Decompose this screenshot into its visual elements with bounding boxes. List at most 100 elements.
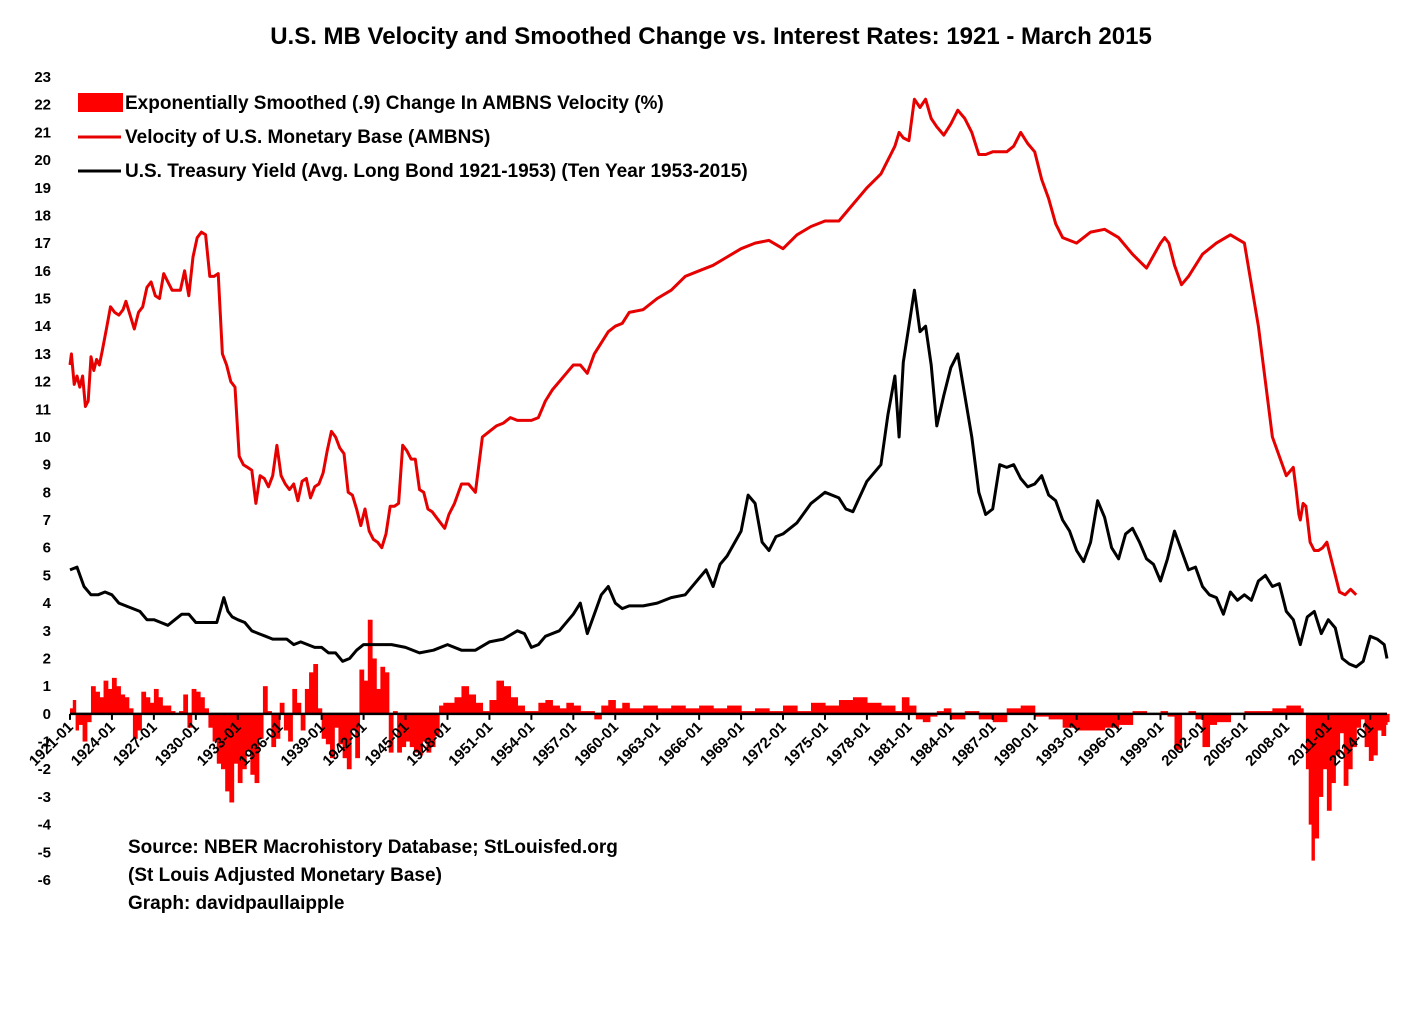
smoothed-change-bar [418, 713, 423, 756]
smoothed-change-bar [1326, 713, 1332, 811]
smoothed-change-area-series [70, 619, 1390, 861]
smoothed-change-bar [1356, 713, 1362, 728]
y-tick-label: -2 [38, 761, 51, 778]
smoothed-change-bar [929, 713, 938, 717]
smoothed-change-bar [915, 713, 924, 720]
smoothed-change-bar [517, 705, 525, 714]
smoothed-change-bar [1258, 711, 1273, 714]
y-tick-label: 7 [43, 512, 51, 529]
y-tick-label: 16 [34, 263, 51, 280]
smoothed-change-bar [1387, 713, 1390, 723]
smoothed-change-bar [1202, 713, 1211, 748]
smoothed-change-bar [279, 702, 285, 714]
smoothed-change-bar [1300, 708, 1304, 714]
legend-swatch-area [78, 93, 123, 112]
smoothed-change-bar [371, 658, 377, 714]
smoothed-change-bar [392, 711, 398, 714]
smoothed-change-bar [1364, 713, 1370, 748]
smoothed-change-bar [443, 702, 449, 714]
smoothed-change-bar [1118, 713, 1134, 725]
smoothed-change-bar [1286, 705, 1294, 714]
smoothed-change-bar [254, 713, 260, 784]
smoothed-change-bar [622, 702, 630, 714]
smoothed-change-bar [922, 713, 931, 723]
smoothed-change-bar [1322, 713, 1328, 770]
smoothed-change-bar [275, 713, 281, 739]
smoothed-change-bar [489, 700, 498, 714]
smoothed-change-bar [866, 702, 882, 714]
smoothed-change-bar [90, 686, 96, 714]
smoothed-change-bar [950, 713, 966, 720]
smoothed-change-bar [1216, 713, 1232, 723]
smoothed-change-bar [1293, 705, 1299, 714]
smoothed-change-bar [313, 664, 319, 714]
smoothed-change-bar [643, 705, 658, 714]
smoothed-change-bar [1062, 713, 1078, 728]
smoothed-change-bar [300, 713, 306, 731]
treasury-yield-line [69, 288, 1389, 669]
smoothed-change-bar [271, 713, 277, 748]
smoothed-change-bar [1090, 713, 1106, 731]
smoothed-change-bar [208, 713, 214, 728]
source-note: Source: NBER Macrohistory Database; StLo… [128, 837, 618, 914]
y-tick-label: 2 [43, 650, 51, 667]
smoothed-change-bar [229, 713, 235, 803]
smoothed-change-bar [783, 705, 798, 714]
smoothed-change-bar [1272, 708, 1287, 714]
y-tick-label: 22 [34, 97, 51, 114]
smoothed-change-bar [330, 713, 335, 759]
y-tick-label: 13 [34, 346, 51, 363]
smoothed-change-bar [225, 713, 230, 792]
smoothed-change-bar [1188, 711, 1197, 714]
smoothed-change-bar [384, 672, 390, 714]
smoothed-change-bar [397, 713, 402, 753]
smoothed-change-bar [212, 713, 218, 742]
smoothed-change-bar [1167, 713, 1176, 717]
smoothed-change-bar [880, 705, 896, 714]
smoothed-change-bar [1209, 713, 1218, 725]
y-tick-label: 20 [34, 152, 51, 169]
smoothed-change-bar [325, 713, 331, 745]
smoothed-change-bar [405, 713, 411, 742]
smoothed-change-bar [296, 702, 302, 714]
y-tick-label: 4 [43, 595, 52, 612]
smoothed-change-bar [671, 705, 686, 714]
smoothed-change-bar [334, 713, 340, 728]
smoothed-change-bar [237, 713, 243, 784]
y-tick-label: 9 [43, 457, 51, 474]
smoothed-change-bar [475, 702, 484, 714]
smoothed-change-bar [566, 702, 574, 714]
smoothed-change-bar [153, 688, 159, 714]
y-tick-label: 6 [43, 540, 51, 557]
smoothed-change-bar [1352, 713, 1357, 748]
smoothed-change-bar [75, 713, 79, 731]
source-line-1: Source: NBER Macrohistory Database; StLo… [128, 837, 618, 858]
smoothed-change-bar [162, 705, 168, 714]
smoothed-change-bar [1132, 711, 1148, 714]
y-tick-label: 5 [43, 567, 51, 584]
smoothed-change-bar [141, 691, 147, 714]
smoothed-change-bar [346, 713, 352, 770]
smoothed-change-bar [1335, 713, 1341, 756]
smoothed-change-bar [145, 697, 151, 714]
smoothed-change-bar [70, 708, 74, 714]
smoothed-change-bar [292, 688, 298, 714]
smoothed-change-bar [132, 713, 138, 739]
smoothed-change-bar [657, 708, 672, 714]
smoothed-change-bar [137, 713, 142, 731]
y-tick-label: 12 [34, 374, 51, 391]
legend-label-treasury: U.S. Treasury Yield (Avg. Long Bond 1921… [125, 161, 748, 182]
smoothed-change-bar [538, 702, 546, 714]
y-tick-label: 0 [43, 706, 51, 723]
smoothed-change-bar [1314, 713, 1320, 839]
source-line-3: Graph: davidpaullaipple [128, 893, 344, 914]
smoothed-change-bar [309, 672, 314, 714]
smoothed-change-bar [103, 680, 109, 714]
smoothed-change-bar [1381, 713, 1387, 737]
chart-title: U.S. MB Velocity and Smoothed Change vs.… [270, 23, 1152, 50]
smoothed-change-bar [727, 705, 742, 714]
smoothed-change-bar [1104, 713, 1120, 728]
smoothed-change-bar [594, 713, 602, 720]
legend: Exponentially Smoothed (.9) Change In AM… [78, 93, 748, 182]
smoothed-change-bar [552, 705, 560, 714]
